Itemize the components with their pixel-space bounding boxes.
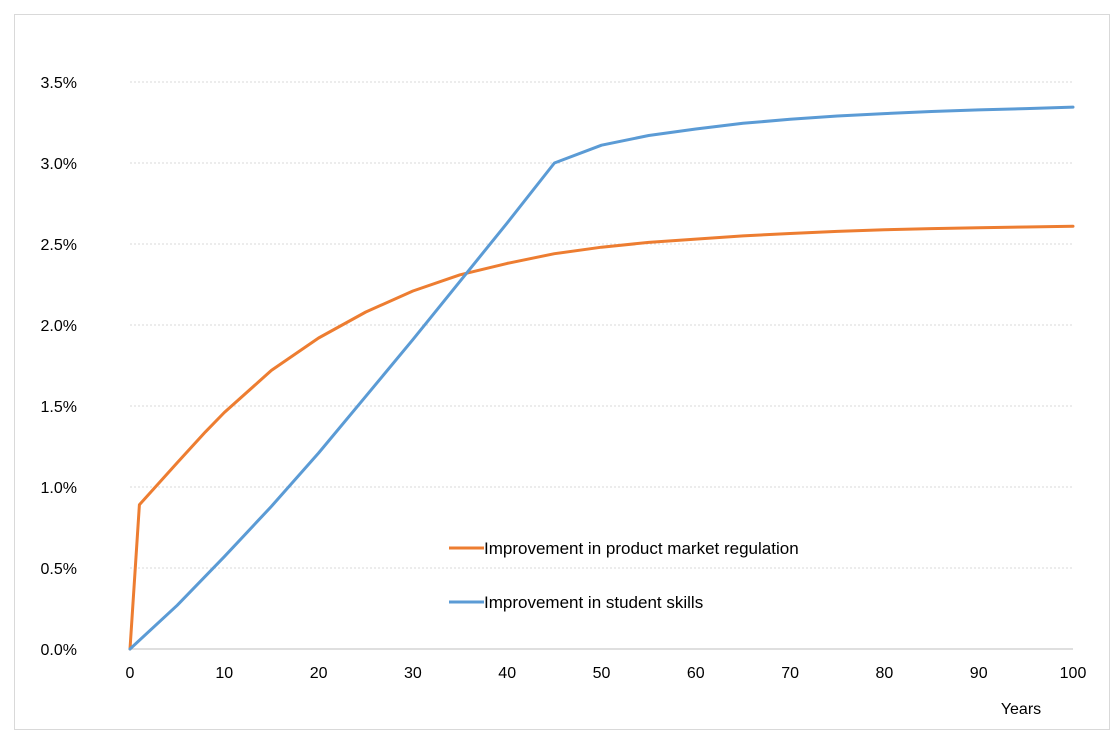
x-tick-label: 0 <box>126 665 135 682</box>
x-tick-label: 80 <box>876 665 894 682</box>
x-axis: 0 10 20 30 40 50 60 70 80 90 100 <box>126 648 1087 682</box>
gridlines <box>130 81 1073 569</box>
y-axis-ticks: 0.0% 0.5% 1.0% 1.5% 2.0% 2.5% 3.0% 3.5% <box>41 75 77 659</box>
y-tick-label: 2.0% <box>41 318 77 335</box>
legend: Improvement in product market regulation… <box>449 539 799 612</box>
y-tick-label: 1.5% <box>41 399 77 416</box>
legend-label-1: Improvement in product market regulation <box>484 539 799 558</box>
y-tick-label: 2.5% <box>41 237 77 254</box>
x-axis-label: Years <box>1001 701 1041 718</box>
x-tick-label: 30 <box>404 665 422 682</box>
y-tick-label: 1.0% <box>41 480 77 497</box>
series-lines <box>128 105 1075 651</box>
x-tick-label: 90 <box>970 665 988 682</box>
x-tick-label: 40 <box>498 665 516 682</box>
x-tick-label: 50 <box>593 665 611 682</box>
line-chart: 0.0% 0.5% 1.0% 1.5% 2.0% 2.5% 3.0% 3.5% 0 10 20 30… <box>41 75 1087 718</box>
legend-label-2: Improvement in student skills <box>484 593 703 612</box>
x-tick-label: 20 <box>310 665 328 682</box>
x-tick-label: 60 <box>687 665 705 682</box>
y-tick-label: 0.0% <box>41 642 77 659</box>
x-tick-label: 70 <box>781 665 799 682</box>
series-line-2 <box>128 105 1075 651</box>
x-tick-label: 10 <box>215 665 233 682</box>
y-tick-label: 3.5% <box>41 75 77 92</box>
y-tick-label: 3.0% <box>41 156 77 173</box>
y-tick-label: 0.5% <box>41 561 77 578</box>
x-tick-label: 100 <box>1060 665 1087 682</box>
chart-frame: 0.0% 0.5% 1.0% 1.5% 2.0% 2.5% 3.0% 3.5% 0 10 20 30… <box>14 14 1110 730</box>
series-line-1 <box>128 224 1075 651</box>
